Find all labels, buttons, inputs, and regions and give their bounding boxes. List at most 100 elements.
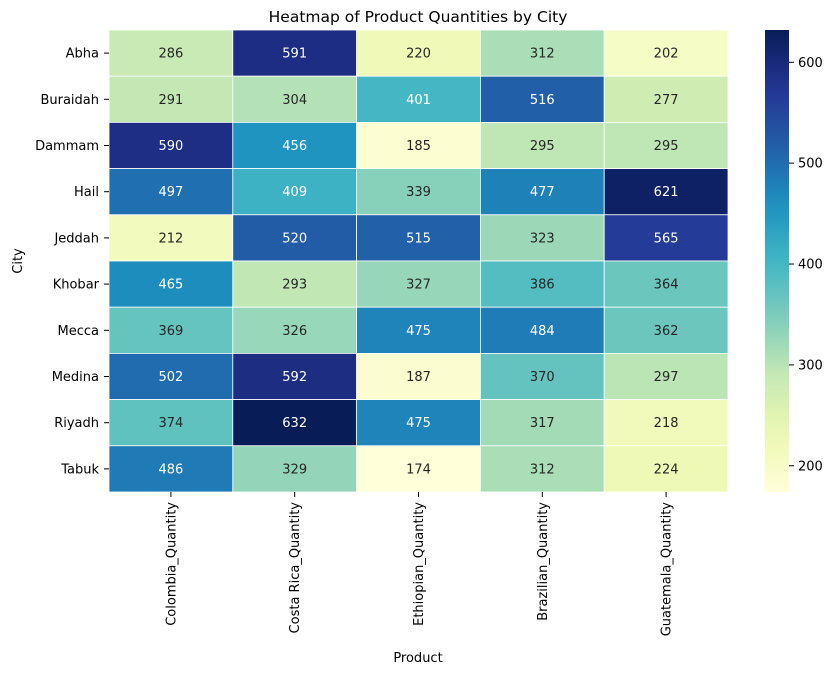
heatmap-cell [356, 214, 481, 262]
cell-value-label: 293 [282, 278, 307, 293]
cell-value-label: 386 [530, 278, 555, 293]
cell-value-label: 220 [406, 47, 431, 62]
x-tick-label: Guatemala_Quantity [660, 502, 675, 637]
heatmap-cell [108, 445, 234, 493]
colorbar-tick-label: 600 [798, 56, 823, 71]
cell-value-label: 515 [406, 231, 431, 246]
cell-value-label: 174 [406, 462, 431, 477]
y-tick-label: Jeddah [53, 231, 99, 246]
heatmap-cell [108, 306, 234, 354]
heatmap-cell [356, 122, 481, 170]
x-axis-label: Product [393, 651, 442, 666]
x-axis-ticks: Colombia_Quantity Costa Rica_Quantity Ethi… [164, 492, 675, 637]
cell-value-label: 475 [406, 416, 431, 431]
cell-value-label: 475 [406, 324, 431, 339]
cell-value-label: 516 [530, 93, 555, 108]
cell-value-label: 592 [282, 370, 307, 385]
cell-value-label: 362 [654, 324, 679, 339]
heatmap-cell [232, 168, 358, 216]
heatmap-cell [603, 352, 729, 400]
x-tick-label: Costa Rica_Quantity [288, 502, 303, 634]
cell-value-label: 304 [282, 93, 307, 108]
cell-value-label: 312 [530, 462, 555, 477]
cell-value-label: 590 [158, 139, 183, 154]
x-tick-label: Brazilian_Quantity [536, 502, 551, 621]
cell-value-label: 477 [530, 185, 555, 200]
heatmap-cell [479, 122, 605, 170]
heatmap-cell [603, 260, 729, 308]
colorbar [765, 30, 789, 492]
cell-value-label: 326 [282, 324, 307, 339]
heatmap-cell [603, 306, 729, 354]
cell-value-label: 409 [282, 185, 307, 200]
cell-value-label: 295 [654, 139, 679, 154]
cell-value-label: 218 [654, 416, 679, 431]
cell-value-label: 370 [530, 370, 555, 385]
heatmap-cell [356, 75, 481, 123]
cell-value-label: 339 [406, 185, 431, 200]
heatmap-cell [603, 445, 729, 493]
cell-value-label: 465 [158, 278, 183, 293]
heatmap-cell [479, 445, 605, 493]
heatmap-cell [232, 352, 358, 400]
heatmap-cell [356, 445, 481, 493]
cell-value-label: 621 [654, 185, 679, 200]
heatmap-cell [479, 260, 605, 308]
cell-value-label: 212 [158, 231, 183, 246]
colorbar-tick-label: 200 [798, 459, 823, 474]
cell-value-label: 374 [158, 416, 183, 431]
y-tick-label: Hail [74, 185, 99, 200]
cell-value-label: 277 [654, 93, 679, 108]
heatmap-cell [356, 260, 481, 308]
cell-value-label: 295 [530, 139, 555, 154]
heatmap-cell [603, 75, 729, 123]
y-axis-ticks: Abha Buraidah Dammam Hail Jeddah Khobar Mecca M… [35, 47, 109, 477]
heatmap-cell [356, 399, 481, 447]
cell-value-label: 291 [158, 93, 183, 108]
heatmap-cell [479, 29, 605, 77]
heatmap-cell [356, 352, 481, 400]
heatmap-cell [232, 29, 358, 77]
heatmap-cell [108, 29, 234, 77]
x-tick-label: Ethiopian_Quantity [412, 502, 427, 626]
heatmap-cell [108, 75, 234, 123]
colorbar-tick-label: 500 [798, 157, 823, 172]
y-tick-label: Medina [52, 370, 99, 385]
y-tick-label: Riyadh [54, 416, 99, 431]
y-tick-label: Khobar [53, 278, 100, 293]
cell-value-label: 369 [158, 324, 183, 339]
heatmap-cell [479, 352, 605, 400]
cell-value-label: 286 [158, 47, 183, 62]
cell-value-label: 486 [158, 462, 183, 477]
heatmap-cell [232, 214, 358, 262]
cell-value-label: 484 [530, 324, 555, 339]
y-tick-label: Dammam [35, 139, 99, 154]
cell-value-label: 323 [530, 231, 555, 246]
heatmap-cell [108, 352, 234, 400]
heatmap-cell [232, 260, 358, 308]
cell-value-label: 520 [282, 231, 307, 246]
cell-value-label: 297 [654, 370, 679, 385]
x-tick-label: Colombia_Quantity [164, 502, 179, 626]
heatmap-cell [232, 445, 358, 493]
y-tick-label: Mecca [58, 324, 99, 339]
cell-value-label: 185 [406, 139, 431, 154]
cell-value-label: 632 [282, 416, 307, 431]
chart-title: Heatmap of Product Quantities by City [269, 8, 568, 26]
cell-value-label: 591 [282, 47, 307, 62]
cell-value-label: 317 [530, 416, 555, 431]
heatmap-cell [479, 168, 605, 216]
cell-value-label: 224 [654, 462, 679, 477]
colorbar-tick-label: 300 [798, 358, 823, 373]
cell-value-label: 565 [654, 231, 679, 246]
y-tick-label: Buraidah [40, 93, 99, 108]
heatmap-cell [232, 399, 358, 447]
heatmap-cell [603, 168, 729, 216]
cell-value-label: 502 [158, 370, 183, 385]
heatmap-cell [108, 214, 234, 262]
cell-value-label: 456 [282, 139, 307, 154]
cell-value-label: 329 [282, 462, 307, 477]
colorbar-tick-label: 400 [798, 258, 823, 273]
heatmap-cell [603, 214, 729, 262]
